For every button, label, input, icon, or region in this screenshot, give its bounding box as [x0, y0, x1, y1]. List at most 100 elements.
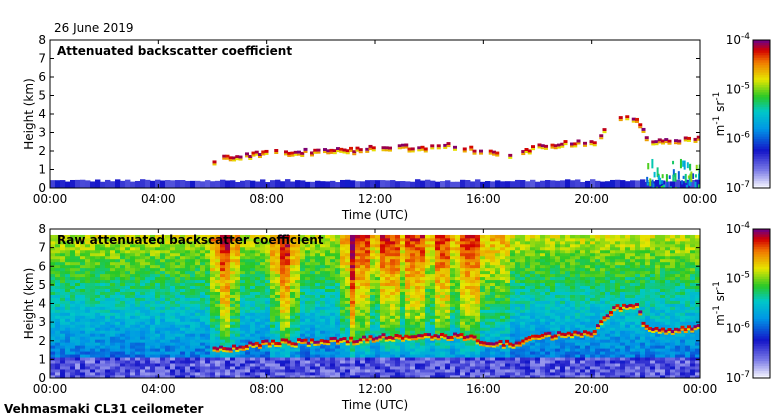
- backscatter-cell: [190, 249, 196, 254]
- backscatter-cell: [370, 321, 376, 325]
- backscatter-cell: [510, 282, 516, 287]
- backscatter-cell: [420, 249, 426, 254]
- boundary-layer-cell: [465, 180, 471, 188]
- backscatter-cell: [290, 294, 296, 298]
- backscatter-cell: [490, 240, 496, 245]
- backscatter-cell: [120, 291, 126, 295]
- backscatter-cell: [340, 255, 346, 260]
- backscatter-cell: [95, 339, 101, 343]
- backscatter-cell: [55, 291, 61, 295]
- backscatter-cell: [80, 348, 86, 352]
- backscatter-cell: [380, 306, 386, 310]
- backscatter-cell: [485, 360, 491, 364]
- backscatter-cell: [215, 282, 221, 287]
- backscatter-cell: [115, 360, 121, 364]
- backscatter-cell: [130, 297, 136, 301]
- cloud-cell: [261, 150, 266, 154]
- backscatter-cell: [385, 330, 391, 334]
- precip-cell: [679, 158, 682, 169]
- backscatter-cell: [430, 354, 436, 358]
- backscatter-cell: [260, 255, 266, 260]
- backscatter-cell: [420, 240, 426, 245]
- backscatter-cell: [90, 297, 96, 301]
- boundary-layer-cell: [540, 180, 546, 188]
- backscatter-cell: [95, 258, 101, 263]
- backscatter-cell: [400, 237, 406, 242]
- backscatter-cell: [415, 306, 421, 310]
- boundary-layer-cell: [60, 180, 66, 188]
- backscatter-cell: [400, 249, 406, 254]
- backscatter-cell: [255, 243, 261, 248]
- backscatter-cell: [185, 288, 191, 292]
- colorbar-swatch: [753, 118, 770, 122]
- backscatter-cell: [50, 288, 56, 292]
- backscatter-cell: [470, 288, 476, 292]
- backscatter-cell: [330, 270, 336, 275]
- backscatter-cell: [495, 309, 501, 313]
- backscatter-cell: [280, 348, 286, 352]
- backscatter-cell: [325, 243, 331, 248]
- backscatter-cell: [270, 372, 276, 376]
- backscatter-cell: [210, 327, 216, 331]
- cloud-edge-cell: [264, 152, 269, 155]
- backscatter-cell: [230, 294, 236, 298]
- backscatter-cell: [130, 273, 136, 278]
- backscatter-cell: [160, 366, 166, 370]
- backscatter-cell: [500, 297, 506, 301]
- backscatter-cell: [120, 321, 126, 325]
- backscatter-cell: [190, 270, 196, 275]
- cloud-cell: [264, 149, 269, 153]
- backscatter-cell: [455, 267, 461, 272]
- backscatter-cell: [130, 249, 136, 254]
- backscatter-cell: [135, 321, 141, 325]
- backscatter-cell: [195, 372, 201, 376]
- backscatter-cell: [320, 333, 326, 337]
- backscatter-cell: [205, 285, 211, 289]
- backscatter-cell: [300, 264, 306, 269]
- backscatter-cell: [465, 342, 471, 346]
- backscatter-cell: [125, 255, 131, 260]
- backscatter-cell: [390, 255, 396, 260]
- x-tick-label: 20:00: [574, 192, 609, 206]
- backscatter-cell: [495, 246, 501, 251]
- backscatter-cell: [55, 366, 61, 370]
- backscatter-cell: [140, 276, 146, 281]
- backscatter-cell: [245, 336, 251, 340]
- backscatter-cell: [345, 312, 351, 316]
- backscatter-cell: [195, 279, 201, 284]
- backscatter-cell: [225, 369, 231, 373]
- backscatter-cell: [80, 345, 86, 349]
- backscatter-cell: [425, 369, 431, 373]
- backscatter-cell: [365, 243, 371, 248]
- backscatter-cell: [435, 261, 441, 266]
- cloud-cell: [687, 136, 691, 140]
- backscatter-cell: [425, 261, 431, 266]
- backscatter-cell: [355, 264, 361, 269]
- backscatter-cell: [120, 279, 126, 284]
- backscatter-cell: [270, 258, 276, 263]
- backscatter-cell: [220, 276, 226, 281]
- backscatter-cell: [305, 348, 311, 352]
- cloud-edge-cell: [300, 154, 305, 157]
- backscatter-cell: [380, 351, 386, 355]
- y-tick-label: 8: [38, 33, 46, 47]
- backscatter-cell: [455, 282, 461, 287]
- backscatter-cell: [100, 240, 106, 245]
- backscatter-cell: [85, 276, 91, 281]
- backscatter-cell: [80, 303, 86, 307]
- backscatter-cell: [285, 345, 291, 349]
- backscatter-cell: [80, 327, 86, 331]
- backscatter-cell: [250, 351, 256, 355]
- backscatter-cell: [400, 246, 406, 251]
- backscatter-cell: [245, 264, 251, 269]
- backscatter-cell: [255, 357, 261, 361]
- backscatter-cell: [490, 261, 496, 266]
- precip-cell: [651, 179, 654, 188]
- backscatter-cell: [380, 342, 386, 346]
- boundary-layer-cell: [555, 180, 561, 188]
- backscatter-cell: [300, 294, 306, 298]
- backscatter-cell: [340, 300, 346, 304]
- backscatter-cell: [325, 327, 331, 331]
- backscatter-cell: [370, 300, 376, 304]
- backscatter-cell: [195, 252, 201, 257]
